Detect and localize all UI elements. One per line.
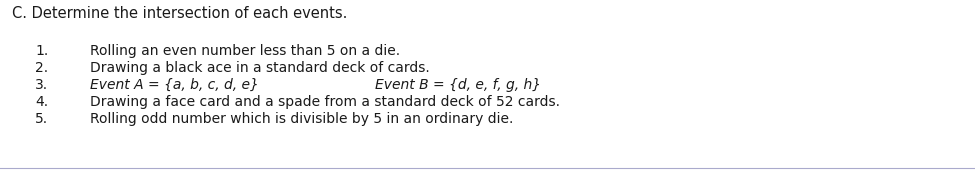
Text: Rolling odd number which is divisible by 5 in an ordinary die.: Rolling odd number which is divisible by…: [90, 112, 514, 126]
Text: 5.: 5.: [35, 112, 48, 126]
Text: C. Determine the intersection of each events.: C. Determine the intersection of each ev…: [12, 6, 347, 21]
Text: Event B = {d, e, f, g, h}: Event B = {d, e, f, g, h}: [375, 78, 541, 92]
Text: Rolling an even number less than 5 on a die.: Rolling an even number less than 5 on a …: [90, 44, 400, 58]
Text: 1.: 1.: [35, 44, 48, 58]
Text: Drawing a black ace in a standard deck of cards.: Drawing a black ace in a standard deck o…: [90, 61, 430, 75]
Text: 3.: 3.: [35, 78, 48, 92]
Text: 2.: 2.: [35, 61, 48, 75]
Text: 4.: 4.: [35, 95, 48, 109]
Text: Drawing a face card and a spade from a standard deck of 52 cards.: Drawing a face card and a spade from a s…: [90, 95, 560, 109]
Text: Event A = {a, b, c, d, e}: Event A = {a, b, c, d, e}: [90, 78, 259, 92]
